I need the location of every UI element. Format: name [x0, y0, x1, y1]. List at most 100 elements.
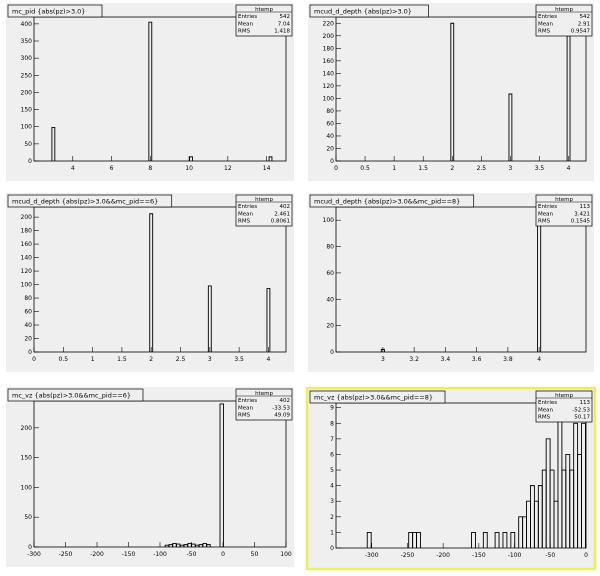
x-tick-label: 8 [148, 165, 152, 172]
chart-title-box: mc_vz {abs(pz)>3.0&&mc_pid==6} [7, 388, 144, 402]
y-tick-label: 160 [323, 58, 335, 65]
stats-value: -52.53 [572, 407, 590, 413]
chart-title: mcud_d_depth {abs(pz)>3.0} [314, 8, 412, 16]
stats-value: 1.418 [274, 29, 290, 35]
y-tick-label: 120 [323, 83, 335, 90]
chart-pad-3[interactable]: 0 20 40 60 80 100 120 140 160 180 200 0 0.5 1 1.5 2 2.5 3… [6, 193, 294, 372]
x-tick-label: 10 [185, 165, 193, 172]
x-tick-label: 3.2 [409, 356, 419, 363]
y-tick-label: 40 [326, 296, 334, 303]
y-tick-label: 350 [21, 38, 33, 45]
y-tick-label: 100 [21, 124, 33, 131]
y-tick-label: 150 [21, 455, 33, 462]
chart-title: mcud_d_depth {abs(pz)>3.0&&mc_pid==8} [314, 198, 460, 206]
hist-bin [219, 403, 224, 547]
x-tick-label: 1.5 [418, 165, 428, 172]
stats-value: 0.8061 [271, 219, 290, 225]
stats-key: Entries [538, 204, 557, 210]
stats-frame [535, 194, 593, 227]
hist-bin [189, 156, 193, 161]
x-tick-label: 4 [267, 356, 271, 363]
x-tick-label: -50 [545, 552, 555, 559]
stats-name: htemp [555, 7, 573, 13]
hist-bin [471, 531, 476, 548]
y-tick-label: 40 [24, 322, 32, 329]
y-tick-label: 150 [21, 107, 33, 114]
stats-key: RMS [538, 29, 551, 35]
y-tick-label: 20 [326, 145, 334, 152]
y-tick-label: 50 [24, 141, 32, 148]
hist-bin [508, 93, 513, 161]
y-tick-label: 100 [21, 484, 33, 491]
x-tick-label: 3.5 [535, 165, 545, 172]
chart-pad-1[interactable]: 0 50 100 150 200 250 300 350 400 4 6 8 10 12 14 mc_pid … [6, 3, 294, 181]
chart-title-box: mc_vz {abs(pz)>3.0&&mc_pid==8} [309, 390, 446, 404]
selected-pad-border [305, 386, 597, 571]
x-tick-label: -150 [122, 551, 136, 558]
x-tick-label: 4 [71, 165, 75, 172]
y-tick-label: 7 [330, 436, 334, 443]
x-tick-label: -200 [436, 552, 450, 559]
x-tick-label: 14 [263, 165, 271, 172]
y-tick-label: 140 [323, 70, 335, 77]
chart-title: mc_vz {abs(pz)>3.0&&mc_pid==6} [12, 392, 131, 400]
y-tick-label: 1 [330, 529, 334, 536]
title-frame [309, 194, 475, 208]
hist-bin [482, 531, 488, 548]
stats-key: RMS [238, 29, 251, 35]
plot-frame [33, 16, 287, 162]
hist-bin [206, 544, 211, 547]
x-tick-label: 3 [509, 165, 513, 172]
chart-title-box: mcud_d_depth {abs(pz)>3.0&&mc_pid==8} [309, 194, 475, 208]
chart-pad-2[interactable]: 0 20 40 60 80 100 120 140 160 180 200 220 0 0.5 1 1.5 2 2… [308, 3, 594, 181]
x-tick-label: -200 [90, 551, 104, 558]
x-tick-label: -250 [401, 552, 415, 559]
stats-key: Mean [238, 211, 253, 217]
y-tick-label: 4 [330, 483, 334, 490]
y-tick-label: 250 [21, 72, 33, 79]
stats-name: htemp [255, 197, 273, 203]
stats-key: RMS [538, 415, 551, 421]
y-tick-label: 60 [326, 120, 334, 127]
y-tick-label: 80 [326, 244, 334, 251]
chart-pad-6[interactable]: 0 1 2 3 4 5 6 7 8 9 -300 -250 -200 -150 -100 -50 0 mc_vz … [305, 386, 597, 571]
chart-pad-4[interactable]: 0 20 40 60 80 100 3 3.2 3.4 3.6 3.8 4 mcud_d_depth {… [308, 193, 594, 372]
title-frame [7, 194, 173, 208]
y-tick-label: 300 [21, 55, 33, 62]
chart-title: mcud_d_depth {abs(pz)>3.0&&mc_pid==6} [12, 198, 158, 206]
plot-frame [335, 16, 587, 162]
plot-frame [335, 402, 587, 549]
y-tick-label: 0 [28, 158, 32, 165]
hist-bin [149, 213, 154, 352]
y-tick-label: 0 [28, 349, 32, 356]
stats-value: 542 [580, 14, 591, 20]
x-tick-label: 4 [537, 356, 541, 363]
x-tick-label: 4 [567, 165, 571, 172]
y-tick-label: 9 [330, 405, 334, 412]
stats-value: 50.17 [574, 415, 590, 421]
y-tick-label: 3 [330, 498, 334, 505]
stats-key: Mean [538, 407, 553, 413]
stats-value: 0.9547 [571, 29, 591, 35]
y-tick-label: 80 [326, 108, 334, 115]
x-tick-label: 0.5 [59, 356, 69, 363]
stats-key: RMS [538, 219, 551, 225]
x-tick-label: 2.5 [477, 165, 487, 172]
x-tick-label: 3.8 [503, 356, 513, 363]
x-tick-label: 3.5 [234, 356, 244, 363]
stats-frame [235, 388, 293, 421]
stats-key: Mean [238, 405, 253, 411]
stats-frame [235, 4, 293, 37]
y-tick-label: 200 [21, 214, 33, 221]
hist-bin [207, 285, 212, 352]
stats-value: -33.53 [272, 405, 290, 411]
x-tick-label: 3.6 [472, 356, 482, 363]
chart-title-box: mcud_d_depth {abs(pz)>3.0&&mc_pid==6} [7, 194, 173, 208]
stats-name: htemp [255, 391, 273, 397]
chart-pad-5[interactable]: 0 50 100 150 200 -300 -250 -200 -150 -100 -50 0 50 10… [6, 387, 294, 567]
x-tick-label: 1 [91, 356, 95, 363]
hist-bin [380, 348, 385, 352]
